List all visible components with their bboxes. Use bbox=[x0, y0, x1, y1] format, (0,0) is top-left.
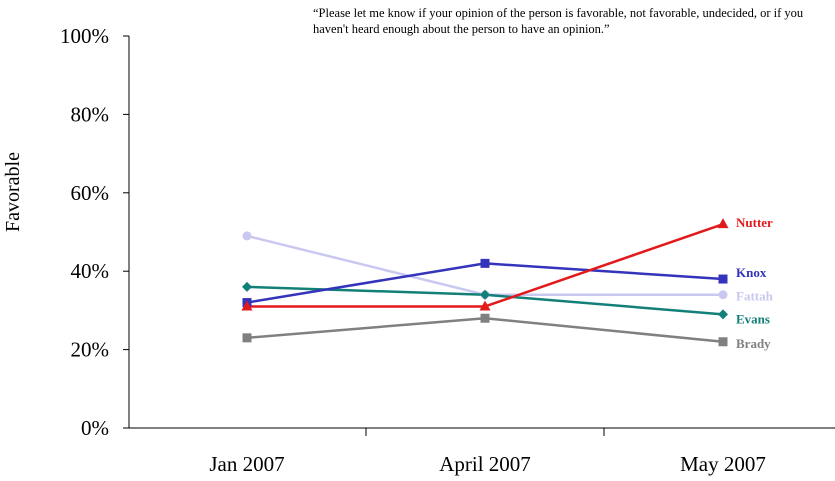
series-label-knox: Knox bbox=[736, 265, 767, 280]
marker-evans bbox=[242, 281, 252, 292]
x-tick-label: Jan 2007 bbox=[209, 452, 284, 476]
y-tick-labels: 0% 20% 40% 60% 80% 100% bbox=[60, 24, 129, 440]
marker-evans bbox=[480, 289, 490, 300]
marker-fattah bbox=[718, 290, 728, 300]
marker-evans bbox=[718, 309, 728, 320]
marker-knox bbox=[480, 258, 490, 268]
marker-fattah bbox=[242, 231, 252, 241]
x-tick-labels: Jan 2007 April 2007 May 2007 bbox=[209, 452, 766, 476]
y-tick-label: 80% bbox=[71, 102, 110, 126]
x-tick-label: May 2007 bbox=[680, 452, 766, 476]
marker-knox bbox=[718, 274, 728, 284]
series-labels: Nutter Knox Fattah Evans Brady bbox=[736, 215, 774, 351]
y-tick-label: 20% bbox=[71, 338, 110, 362]
marker-brady bbox=[718, 337, 728, 347]
y-tick-label: 0% bbox=[81, 416, 109, 440]
y-tick-label: 40% bbox=[71, 259, 110, 283]
y-tick-label: 60% bbox=[71, 181, 110, 205]
series-lines bbox=[246, 222, 724, 344]
axes bbox=[128, 36, 835, 436]
marker-brady bbox=[480, 313, 490, 323]
series-label-fattah: Fattah bbox=[736, 289, 774, 304]
chart-note: “Please let me know if your opinion of t… bbox=[313, 6, 804, 36]
series-label-evans: Evans bbox=[736, 311, 770, 326]
marker-nutter bbox=[241, 300, 253, 311]
marker-nutter bbox=[479, 300, 491, 311]
x-tick-label: April 2007 bbox=[439, 452, 531, 476]
marker-brady bbox=[242, 333, 252, 343]
marker-nutter bbox=[717, 218, 729, 229]
series-markers bbox=[241, 218, 729, 347]
y-tick-label: 100% bbox=[60, 24, 109, 48]
series-label-brady: Brady bbox=[736, 336, 771, 351]
series-label-nutter: Nutter bbox=[736, 215, 773, 230]
